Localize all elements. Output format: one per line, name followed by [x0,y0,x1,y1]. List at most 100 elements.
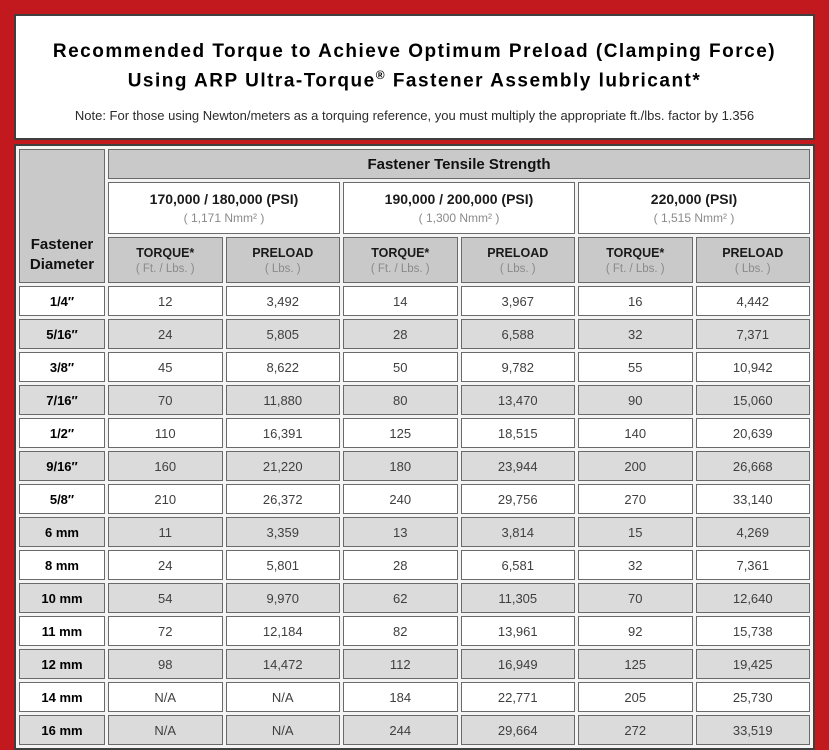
preload-value-cell: 9,782 [460,352,575,382]
table-row: 16 mm N/A N/A 244 29,664 272 33,519 [19,715,810,745]
torque-value-cell: 50 [343,352,458,382]
torque-value-cell: 160 [108,451,223,481]
torque-value-cell: 55 [578,352,693,382]
torque-value-cell: 240 [343,484,458,514]
diameter-cell: 7/16″ [19,385,105,415]
preload-value-cell: 8,622 [225,352,340,382]
preload-value-cell: 12,640 [695,583,810,613]
diameter-cell: 14 mm [19,682,105,712]
torque-value-cell: 12 [108,286,223,316]
torque-value-cell: 11 [108,517,223,547]
torque-column-header: TORQUE* ( Ft. / Lbs. ) [578,237,693,283]
strength-group-170-180: 170,000 / 180,000 (PSI) ( 1,171 Nmm² ) [108,182,340,234]
table-row: 1/4″ 12 3,492 14 3,967 16 4,442 [19,286,810,316]
preload-value-cell: 11,880 [225,385,340,415]
preload-value-cell: 3,492 [225,286,340,316]
torque-value-cell: 82 [343,616,458,646]
preload-value-cell: 9,970 [225,583,340,613]
preload-value-cell: 3,359 [225,517,340,547]
torque-value-cell: 70 [578,583,693,613]
preload-value-cell: 29,756 [460,484,575,514]
preload-value-cell: 26,372 [225,484,340,514]
header-row-tensile: Fastener Diameter Fastener Tensile Stren… [19,149,810,283]
preload-column-header: PRELOAD ( Lbs. ) [695,237,810,283]
preload-value-cell: 5,801 [225,550,340,580]
preload-value-cell: 16,949 [460,649,575,679]
registered-trademark-symbol: ® [375,68,387,83]
preload-value-cell: 3,967 [460,286,575,316]
torque-label: TORQUE* [371,245,430,260]
preload-value-cell: 14,472 [225,649,340,679]
table-row: 5/16″ 24 5,805 28 6,588 32 7,371 [19,319,810,349]
torque-value-cell: 32 [578,319,693,349]
torque-value-cell: 28 [343,319,458,349]
preload-unit: ( Lbs. ) [499,262,536,275]
torque-value-cell: N/A [108,715,223,745]
diameter-cell: 5/8″ [19,484,105,514]
table-row: 1/2″ 110 16,391 125 18,515 140 20,639 [19,418,810,448]
preload-value-cell: N/A [225,682,340,712]
preload-column-header: PRELOAD ( Lbs. ) [460,237,575,283]
table-row: 11 mm 72 12,184 82 13,961 92 15,738 [19,616,810,646]
preload-value-cell: 25,730 [695,682,810,712]
header-row-units: TORQUE* ( Ft. / Lbs. ) PRELOAD ( Lbs. ) … [19,237,810,283]
preload-value-cell: 29,664 [460,715,575,745]
torque-value-cell: 200 [578,451,693,481]
torque-table: Fastener Diameter Fastener Tensile Stren… [14,144,815,750]
torque-label: TORQUE* [136,245,195,260]
torque-value-cell: 45 [108,352,223,382]
preload-value-cell: 21,220 [225,451,340,481]
title-box: Recommended Torque to Achieve Optimum Pr… [14,14,815,140]
torque-value-cell: 92 [578,616,693,646]
preload-value-cell: 15,738 [695,616,810,646]
diameter-cell: 5/16″ [19,319,105,349]
torque-value-cell: 184 [343,682,458,712]
table-row: 6 mm 11 3,359 13 3,814 15 4,269 [19,517,810,547]
torque-value-cell: 272 [578,715,693,745]
torque-value-cell: 72 [108,616,223,646]
torque-value-cell: 125 [578,649,693,679]
torque-value-cell: 270 [578,484,693,514]
preload-value-cell: 6,581 [460,550,575,580]
diameter-cell: 16 mm [19,715,105,745]
diameter-cell: 10 mm [19,583,105,613]
table-row: 5/8″ 210 26,372 240 29,756 270 33,140 [19,484,810,514]
torque-value-cell: 112 [343,649,458,679]
torque-value-cell: 90 [578,385,693,415]
preload-value-cell: 19,425 [695,649,810,679]
diameter-cell: 3/8″ [19,352,105,382]
torque-value-cell: 125 [343,418,458,448]
preload-value-cell: N/A [225,715,340,745]
diameter-cell: 9/16″ [19,451,105,481]
tensile-strength-header: Fastener Tensile Strength [108,149,810,179]
header-row-psi: 170,000 / 180,000 (PSI) ( 1,171 Nmm² ) 1… [19,182,810,234]
torque-value-cell: 98 [108,649,223,679]
note-text: Note: For those using Newton/meters as a… [74,108,755,124]
table-row: 7/16″ 70 11,880 80 13,470 90 15,060 [19,385,810,415]
torque-value-cell: 62 [343,583,458,613]
preload-value-cell: 22,771 [460,682,575,712]
torque-value-cell: 244 [343,715,458,745]
preload-value-cell: 13,961 [460,616,575,646]
preload-value-cell: 4,269 [695,517,810,547]
torque-value-cell: 28 [343,550,458,580]
title-line2-prefix: Using ARP Ultra-Torque [127,70,376,92]
torque-value-cell: 210 [108,484,223,514]
strength-group-190-200: 190,000 / 200,000 (PSI) ( 1,300 Nmm² ) [343,182,575,234]
table-row: 10 mm 54 9,970 62 11,305 70 12,640 [19,583,810,613]
fastener-diameter-header-line2: Diameter [29,255,95,273]
torque-value-cell: 32 [578,550,693,580]
diameter-cell: 12 mm [19,649,105,679]
torque-value-cell: 140 [578,418,693,448]
torque-label: TORQUE* [606,245,665,260]
preload-value-cell: 11,305 [460,583,575,613]
diameter-cell: 1/2″ [19,418,105,448]
torque-value-cell: 15 [578,517,693,547]
diameter-cell: 6 mm [19,517,105,547]
torque-value-cell: 13 [343,517,458,547]
torque-column-header: TORQUE* ( Ft. / Lbs. ) [108,237,223,283]
preload-value-cell: 20,639 [695,418,810,448]
preload-value-cell: 18,515 [460,418,575,448]
preload-value-cell: 7,371 [695,319,810,349]
psi-label: 190,000 / 200,000 (PSI) [384,191,534,207]
